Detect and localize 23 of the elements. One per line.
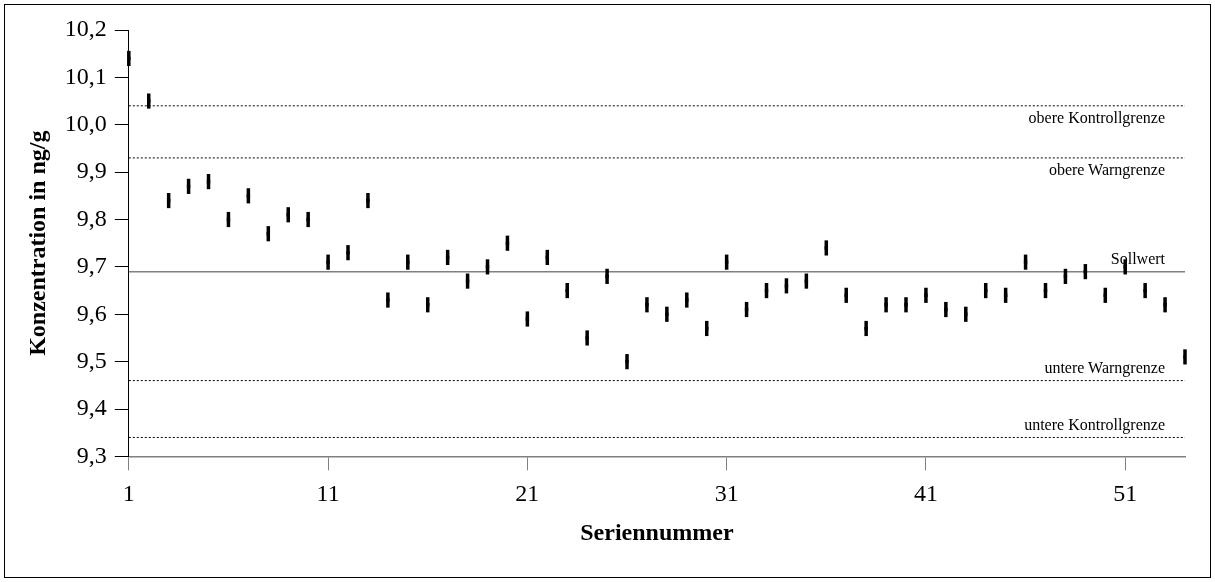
ref-line-label: untere Warngrenze [1044,358,1165,377]
ref-line-label: Sollwert [1110,249,1166,267]
ref-line-label: obere Warngrenze [1048,161,1165,180]
ref-line-label: untere Kontrollgrenze [1024,415,1165,434]
y-tick-label: 9,6 [76,299,107,326]
y-tick-label: 9,7 [76,252,107,279]
y-tick-label: 9,4 [76,394,107,421]
y-tick-label: 9,8 [76,204,107,231]
y-tick-label: 9,3 [76,441,107,468]
x-tick-label: 11 [316,480,340,507]
x-tick-label: 1 [122,480,135,507]
x-tick-label: 41 [913,480,938,507]
y-axis-title: Konzentration in ng/g [23,130,50,356]
y-tick-label: 10,2 [64,15,107,42]
x-tick-label: 51 [1113,480,1138,507]
x-tick-label: 31 [714,480,739,507]
x-tick-label: 21 [515,480,540,507]
ref-line-label: obere Kontrollgrenze [1028,109,1165,128]
y-tick-label: 9,5 [76,346,107,373]
y-tick-label: 10,0 [64,110,107,137]
y-tick-label: 9,9 [76,157,107,184]
x-axis-title: Seriennummer [580,518,734,545]
y-tick-label: 10,1 [64,62,107,89]
